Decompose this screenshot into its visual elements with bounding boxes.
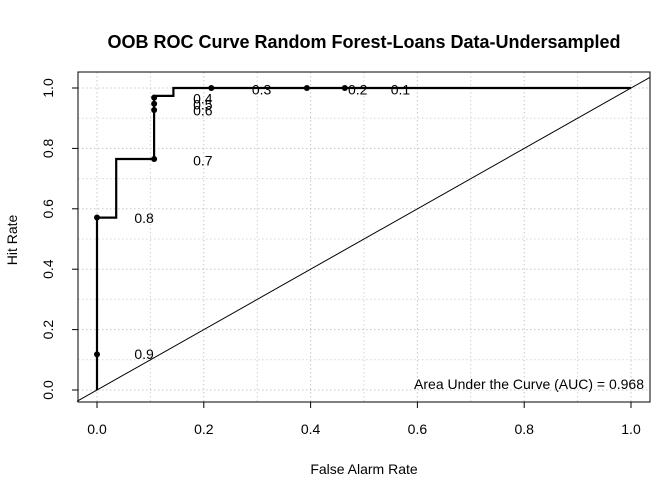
auc-annotation: Area Under the Curve (AUC) = 0.968 [414, 376, 644, 392]
x-tick-label: 0.0 [87, 421, 107, 437]
axes: 0.0 0.2 0.4 0.6 0.8 1.00.00.20.40.60.81.0 [40, 71, 651, 437]
plot-frame [77, 71, 651, 403]
y-tick-label: 0.8 [40, 138, 56, 158]
x-axis-label: False Alarm Rate [310, 461, 418, 477]
threshold-point [94, 214, 100, 221]
x-tick-label: 0.4 [301, 421, 321, 437]
threshold-point [151, 107, 158, 114]
x-tick-label: 1.0 [621, 421, 641, 437]
threshold-label: 0.9 [134, 346, 154, 362]
threshold-point [94, 351, 100, 358]
chart-title: OOB ROC Curve Random Forest-Loans Data-U… [107, 32, 620, 52]
threshold-point [303, 85, 310, 91]
threshold-label: 0.2 [348, 82, 368, 98]
threshold-label: 0.6 [193, 103, 213, 119]
x-tick-label: 0.2 [194, 421, 214, 437]
reference-diagonal [76, 76, 651, 402]
y-tick-label: 0.2 [40, 320, 56, 340]
threshold-point [341, 85, 348, 91]
threshold-point [151, 100, 158, 107]
threshold-label: 0.7 [193, 152, 213, 168]
y-tick-label: 0.0 [40, 380, 56, 400]
threshold-label: 0.4 [193, 91, 213, 107]
threshold-point [208, 85, 215, 91]
grid [78, 72, 650, 402]
x-tick-label: 0.6 [408, 421, 428, 437]
threshold-point [151, 94, 158, 101]
threshold-point [151, 155, 158, 162]
threshold-label: 0.1 [391, 82, 411, 98]
y-tick-label: 0.4 [40, 259, 56, 279]
threshold-label: 0.8 [134, 210, 154, 226]
x-tick-label: 0.8 [514, 421, 534, 437]
y-axis-label: Hit Rate [4, 215, 20, 266]
plot-area: 0.9 0.8 0.7 0.60.50.4 0.3 0.2 0.1 [76, 76, 651, 402]
threshold-label: 0.5 [193, 97, 213, 113]
y-tick-label: 1.0 [40, 78, 56, 98]
y-tick-label: 0.6 [40, 199, 56, 219]
threshold-label: 0.3 [252, 82, 272, 98]
